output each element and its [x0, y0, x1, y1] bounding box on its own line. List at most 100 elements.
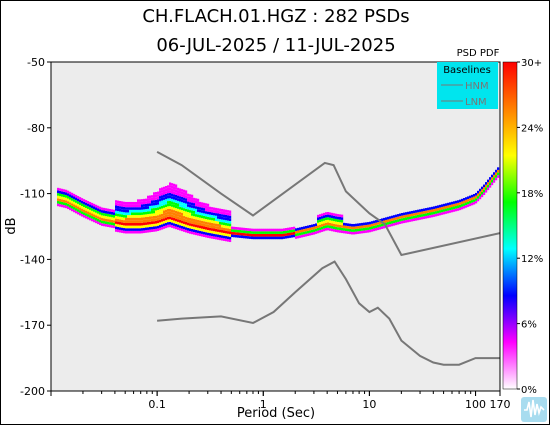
y-tick-label: -50 [27, 56, 45, 69]
pdf-cell [151, 210, 154, 214]
pdf-cell [169, 195, 172, 199]
pdf-cell [357, 226, 360, 229]
pdf-cell [99, 217, 102, 220]
pdf-cell [143, 217, 146, 220]
pdf-cell [153, 229, 156, 232]
pdf-cell [167, 187, 170, 191]
pdf-cell [427, 215, 430, 219]
pdf-cell [175, 210, 178, 214]
pdf-cell [297, 230, 300, 234]
pdf-cell [93, 214, 96, 217]
pdf-cell [329, 222, 332, 226]
pdf-cell [101, 212, 104, 216]
pdf-cell [115, 216, 118, 219]
pdf-cell [207, 222, 210, 225]
pdf-cell [169, 190, 172, 193]
pdf-cell [335, 221, 338, 225]
pdf-cell [183, 189, 186, 193]
pdf-cell [137, 223, 140, 226]
pdf-cell [111, 211, 114, 215]
pdf-cell [143, 209, 146, 213]
pdf-cell [399, 216, 402, 219]
pdf-cell [325, 220, 328, 223]
pdf-cell [179, 219, 182, 223]
pdf-cell [385, 219, 388, 223]
pdf-cell [85, 200, 88, 203]
pdf-cell [181, 218, 184, 221]
pdf-cell [151, 218, 154, 222]
x-tick-label: 100 [465, 398, 486, 411]
pdf-cell [185, 208, 188, 212]
pdf-cell [229, 234, 232, 237]
pdf-cell [145, 217, 148, 220]
pdf-cell [249, 233, 252, 237]
pdf-cell [239, 235, 242, 238]
pdf-cell [493, 174, 496, 178]
pdf-cell [367, 227, 370, 230]
pdf-cell [221, 230, 224, 233]
pdf-cell [137, 220, 140, 223]
pdf-cell [217, 213, 220, 217]
pdf-cell [105, 224, 108, 227]
pdf-cell [331, 226, 334, 229]
pdf-cell [137, 209, 140, 213]
pdf-cell [127, 228, 130, 231]
pdf-cell [129, 228, 132, 231]
pdf-cell [433, 206, 436, 209]
pdf-cell [139, 212, 142, 216]
pdf-cell [425, 213, 428, 216]
pdf-cell [197, 219, 200, 223]
pdf-cell [243, 235, 246, 239]
pdf-cell [285, 228, 288, 231]
pdf-cell [409, 216, 412, 220]
colorbar-tick-label: 6% [521, 320, 537, 331]
pdf-cell [117, 200, 120, 204]
pdf-cell [141, 212, 144, 215]
pdf-cell [349, 223, 352, 227]
pdf-cell [163, 210, 166, 214]
pdf-cell [91, 216, 94, 219]
pdf-cell [105, 221, 108, 225]
pdf-cell [191, 202, 194, 206]
pdf-cell [175, 197, 178, 201]
legend-item-lnm: LNM [465, 97, 487, 108]
pdf-cell [91, 202, 94, 206]
pdf-cell [177, 219, 180, 222]
pdf-cell [129, 220, 132, 223]
pdf-cell [101, 215, 104, 218]
pdf-cell [123, 201, 126, 205]
pdf-cell [133, 230, 136, 234]
pdf-cell [487, 179, 490, 183]
pdf-cell [117, 224, 120, 227]
pdf-cell [407, 217, 410, 220]
pdf-cell [175, 184, 178, 188]
pdf-cell [261, 231, 264, 234]
pdf-cell [239, 232, 242, 236]
pdf-cell [337, 219, 340, 222]
pdf-cell [189, 207, 192, 211]
pdf-cell [63, 205, 66, 208]
pdf-cell [77, 201, 80, 204]
pdf-cell [131, 212, 134, 216]
baseline-lnm [157, 260, 500, 366]
pdf-cell [87, 208, 90, 212]
pdf-cell [249, 231, 252, 234]
pdf-cell [441, 212, 444, 215]
pdf-cell [263, 228, 266, 232]
pdf-cell [159, 214, 162, 218]
pdf-cell [197, 206, 200, 210]
pdf-cell [121, 222, 124, 226]
pdf-cell [387, 222, 390, 225]
pdf-cell [135, 223, 138, 226]
pdf-cell [235, 234, 238, 238]
pdf-cell [301, 226, 304, 230]
pdf-cell [205, 234, 208, 238]
pdf-cell [247, 233, 250, 237]
pdf-cell [155, 220, 158, 224]
chart-title: CH.FLACH.01.HGZ : 282 PSDs [142, 6, 410, 27]
pdf-cell [129, 217, 132, 221]
pdf-cell [169, 185, 172, 188]
pdf-cell [171, 212, 174, 215]
pdf-cell [473, 199, 476, 202]
pdf-cell [323, 220, 326, 224]
